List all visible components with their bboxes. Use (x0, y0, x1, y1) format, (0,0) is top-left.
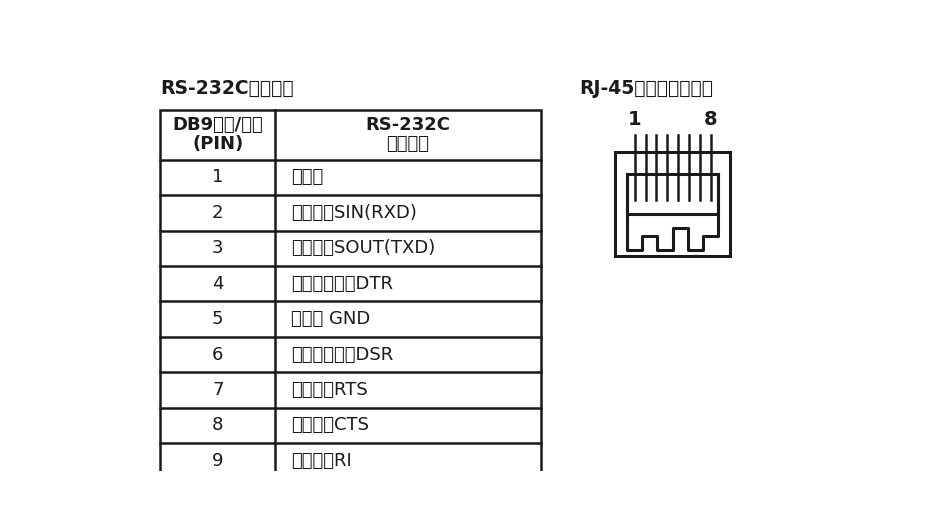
Text: 数据装置准备DSR: 数据装置准备DSR (290, 345, 392, 363)
Text: 8: 8 (212, 416, 223, 434)
Text: 4: 4 (212, 275, 223, 293)
Text: 1: 1 (628, 110, 642, 129)
Text: 清除发送CTS: 清除发送CTS (290, 416, 368, 434)
Text: 5: 5 (212, 310, 223, 328)
Text: 信号地 GND: 信号地 GND (290, 310, 370, 328)
Text: (PIN): (PIN) (193, 135, 244, 153)
Bar (627, 174, 719, 214)
Text: 请求发送RTS: 请求发送RTS (290, 381, 367, 399)
Text: 9: 9 (212, 452, 223, 470)
Text: DB9母头/孔型: DB9母头/孔型 (172, 116, 263, 134)
Text: 3: 3 (212, 239, 223, 257)
Text: 数据终端准备DTR: 数据终端准备DTR (290, 275, 392, 293)
Text: 2: 2 (212, 204, 223, 222)
Text: 1: 1 (212, 168, 223, 186)
Text: RS-232C: RS-232C (365, 116, 450, 134)
Text: 接收数据SIN(RXD): 接收数据SIN(RXD) (290, 204, 417, 222)
Text: 响铃指示RI: 响铃指示RI (290, 452, 352, 470)
Text: 7: 7 (212, 381, 223, 399)
Text: RS-232C引脚分配: RS-232C引脚分配 (160, 79, 294, 98)
Bar (616, 152, 730, 256)
Text: 接口信号: 接口信号 (387, 135, 430, 153)
Text: 8: 8 (704, 110, 717, 129)
Bar (160, 110, 541, 479)
Text: RJ-45插座引脚分配图: RJ-45插座引脚分配图 (579, 79, 713, 98)
Text: 保护地: 保护地 (290, 168, 323, 186)
Text: 发送数据SOUT(TXD): 发送数据SOUT(TXD) (290, 239, 435, 257)
Text: 6: 6 (212, 345, 223, 363)
